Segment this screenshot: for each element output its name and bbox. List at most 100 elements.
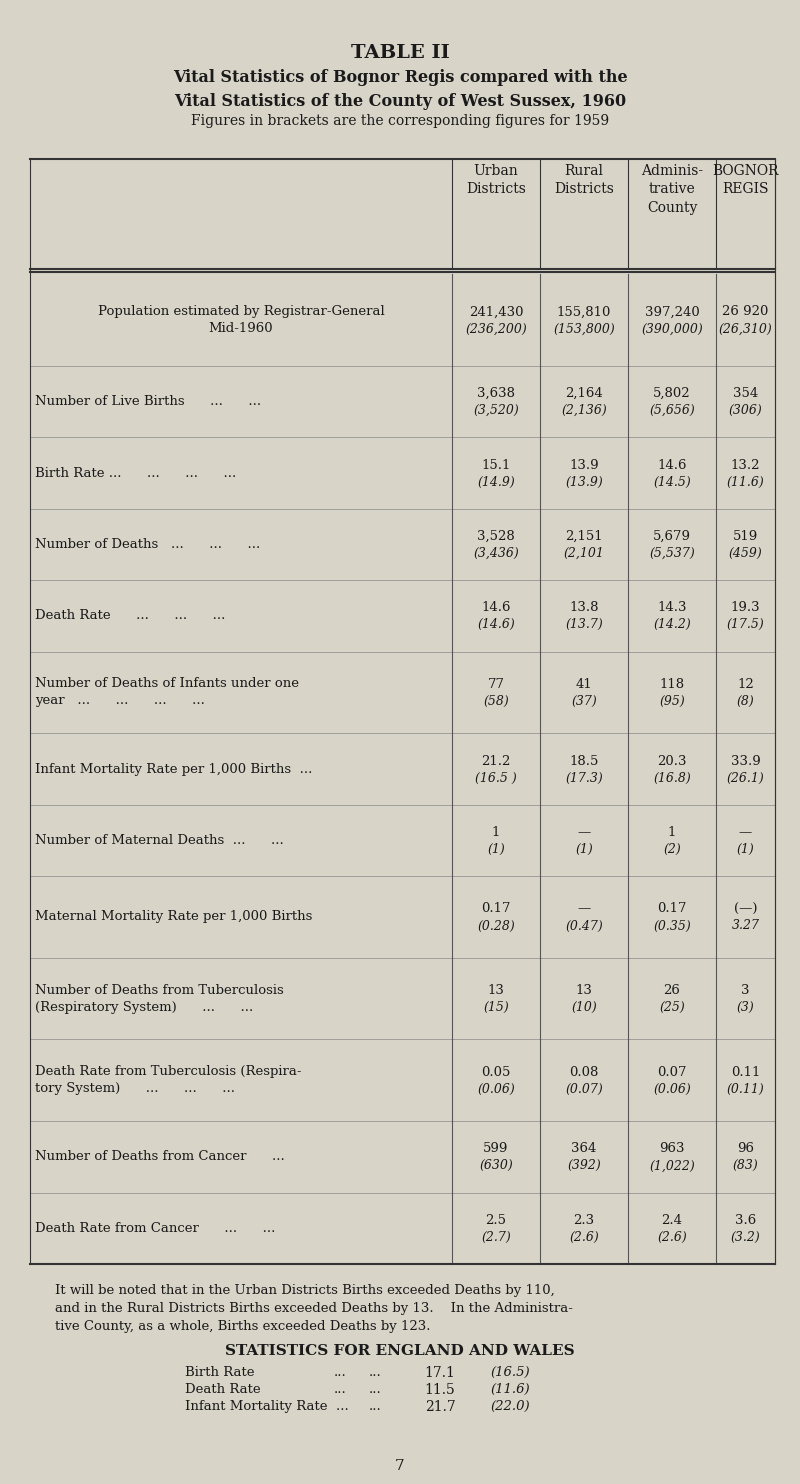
- Text: 77: 77: [487, 678, 505, 692]
- Text: (630): (630): [479, 1159, 513, 1172]
- Text: (—): (—): [734, 902, 758, 916]
- Text: Number of Deaths from Cancer      ...: Number of Deaths from Cancer ...: [35, 1150, 285, 1163]
- Text: Number of Deaths of Infants under one
year   ...      ...      ...      ...: Number of Deaths of Infants under one ye…: [35, 678, 299, 708]
- Text: (14.9): (14.9): [477, 475, 515, 488]
- Text: 5,802: 5,802: [653, 387, 691, 401]
- Text: (306): (306): [729, 404, 762, 417]
- Text: 41: 41: [576, 678, 592, 692]
- Text: Number of Live Births      ...      ...: Number of Live Births ... ...: [35, 395, 261, 408]
- Text: Number of Deaths from Tuberculosis
(Respiratory System)      ...      ...: Number of Deaths from Tuberculosis (Resp…: [35, 984, 284, 1014]
- Text: 7: 7: [395, 1459, 405, 1474]
- Text: (11.6): (11.6): [490, 1383, 530, 1396]
- Text: 2,151: 2,151: [565, 530, 603, 543]
- Text: 5,679: 5,679: [653, 530, 691, 543]
- Text: 0.08: 0.08: [570, 1066, 598, 1079]
- Text: 0.07: 0.07: [658, 1066, 686, 1079]
- Text: (15): (15): [483, 1002, 509, 1014]
- Text: Number of Maternal Deaths  ...      ...: Number of Maternal Deaths ... ...: [35, 834, 284, 847]
- Text: 2,164: 2,164: [565, 387, 603, 401]
- Text: (2,101: (2,101: [563, 548, 605, 559]
- Text: 519: 519: [733, 530, 758, 543]
- Text: (5,656): (5,656): [649, 404, 695, 417]
- Text: (3.2): (3.2): [730, 1230, 760, 1244]
- Text: Birth Rate ...      ...      ...      ...: Birth Rate ... ... ... ...: [35, 466, 236, 479]
- Text: (17.3): (17.3): [565, 772, 603, 785]
- Text: 14.6: 14.6: [482, 601, 510, 614]
- Text: (16.8): (16.8): [653, 772, 691, 785]
- Text: (14.6): (14.6): [477, 619, 515, 631]
- Text: Infant Mortality Rate  ...: Infant Mortality Rate ...: [185, 1399, 349, 1413]
- Text: (3): (3): [737, 1002, 754, 1014]
- Text: ...: ...: [369, 1383, 382, 1396]
- Text: (26.1): (26.1): [726, 772, 764, 785]
- Text: 3.6: 3.6: [735, 1214, 756, 1227]
- Text: STATISTICS FOR ENGLAND AND WALES: STATISTICS FOR ENGLAND AND WALES: [225, 1345, 575, 1358]
- Text: (14.5): (14.5): [653, 475, 691, 488]
- Text: (16.5): (16.5): [490, 1365, 530, 1379]
- Text: (1): (1): [737, 843, 754, 856]
- Text: (17.5): (17.5): [726, 619, 764, 631]
- Text: ...: ...: [369, 1399, 382, 1413]
- Text: (2,136): (2,136): [561, 404, 607, 417]
- Text: 96: 96: [737, 1143, 754, 1156]
- Text: 3: 3: [742, 984, 750, 997]
- Text: (1): (1): [487, 843, 505, 856]
- Text: 26: 26: [663, 984, 681, 997]
- Text: —: —: [739, 827, 752, 838]
- Text: 11.5: 11.5: [425, 1383, 455, 1396]
- Text: (392): (392): [567, 1159, 601, 1172]
- Text: (1,022): (1,022): [649, 1159, 695, 1172]
- Text: 3,638: 3,638: [477, 387, 515, 401]
- Text: (83): (83): [733, 1159, 758, 1172]
- Text: (0.07): (0.07): [565, 1083, 603, 1095]
- Text: 1: 1: [492, 827, 500, 838]
- Text: 0.17: 0.17: [482, 902, 510, 916]
- Text: Death Rate: Death Rate: [185, 1383, 261, 1396]
- Text: 15.1: 15.1: [482, 459, 510, 472]
- Text: (3,436): (3,436): [473, 548, 519, 559]
- Text: 17.1: 17.1: [425, 1365, 455, 1380]
- Text: (10): (10): [571, 1002, 597, 1014]
- Text: 599: 599: [483, 1143, 509, 1156]
- Text: (0.28): (0.28): [477, 920, 515, 932]
- Text: (3,520): (3,520): [473, 404, 519, 417]
- Text: 13: 13: [487, 984, 505, 997]
- Text: (8): (8): [737, 695, 754, 708]
- Text: 19.3: 19.3: [730, 601, 760, 614]
- Text: (26,310): (26,310): [718, 322, 772, 335]
- Text: (236,200): (236,200): [465, 322, 527, 335]
- Text: 364: 364: [571, 1143, 597, 1156]
- Text: Adminis-
trative
County: Adminis- trative County: [641, 165, 703, 215]
- Text: 397,240: 397,240: [645, 306, 699, 319]
- Text: (0.11): (0.11): [726, 1083, 764, 1095]
- Text: 12: 12: [737, 678, 754, 692]
- Text: BOGNOR
REGIS: BOGNOR REGIS: [712, 165, 778, 196]
- Text: Urban
Districts: Urban Districts: [466, 165, 526, 196]
- Text: 3.27: 3.27: [731, 920, 759, 932]
- Text: 2.5: 2.5: [486, 1214, 506, 1227]
- Text: 1: 1: [668, 827, 676, 838]
- Text: Infant Mortality Rate per 1,000 Births  ...: Infant Mortality Rate per 1,000 Births .…: [35, 763, 312, 776]
- Text: (14.2): (14.2): [653, 619, 691, 631]
- Text: 118: 118: [659, 678, 685, 692]
- Text: 33.9: 33.9: [730, 754, 760, 767]
- Text: 26 920: 26 920: [722, 306, 769, 319]
- Text: 18.5: 18.5: [570, 754, 598, 767]
- Text: (25): (25): [659, 1002, 685, 1014]
- Text: 0.17: 0.17: [658, 902, 686, 916]
- Text: (58): (58): [483, 695, 509, 708]
- Text: ...: ...: [334, 1365, 346, 1379]
- Text: (2.7): (2.7): [481, 1230, 511, 1244]
- Text: (2.6): (2.6): [569, 1230, 599, 1244]
- Text: 0.11: 0.11: [731, 1066, 760, 1079]
- Text: —: —: [578, 827, 590, 838]
- Text: (37): (37): [571, 695, 597, 708]
- Text: Figures in brackets are the corresponding figures for 1959: Figures in brackets are the correspondin…: [191, 114, 609, 128]
- Text: 0.05: 0.05: [482, 1066, 510, 1079]
- Text: Population estimated by Registrar-General
Mid-1960: Population estimated by Registrar-Genera…: [98, 304, 384, 335]
- Text: 354: 354: [733, 387, 758, 401]
- Text: (2.6): (2.6): [657, 1230, 687, 1244]
- Text: (16.5 ): (16.5 ): [475, 772, 517, 785]
- Text: (95): (95): [659, 695, 685, 708]
- Text: 14.6: 14.6: [658, 459, 686, 472]
